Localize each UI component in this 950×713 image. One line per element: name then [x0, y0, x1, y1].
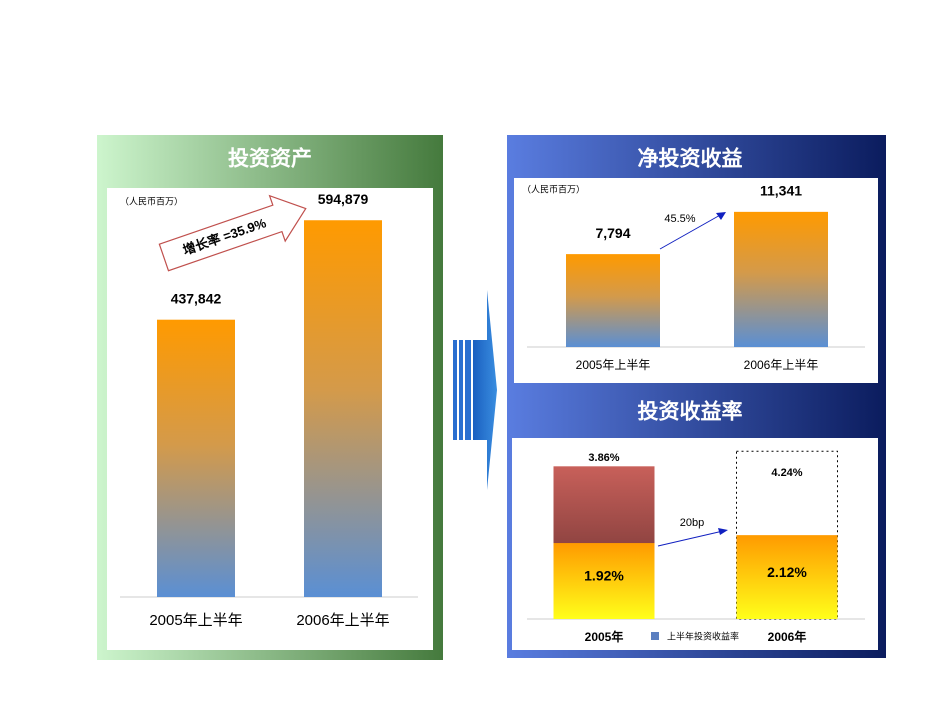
x-tick-label: 2005年 [585, 629, 624, 644]
value-label: 437,842 [171, 290, 222, 306]
unit-label: （人民币百万） [522, 184, 585, 194]
change-arrow [659, 213, 723, 250]
projected-total-box [736, 450, 838, 620]
value-label: 594,879 [318, 191, 369, 207]
bar [304, 220, 382, 598]
change-arrow [657, 530, 724, 547]
x-tick-label: 2006年上半年 [296, 612, 389, 629]
total-label: 3.86% [588, 452, 619, 464]
bar-segment [736, 535, 838, 619]
x-tick-label: 2005年上半年 [576, 358, 651, 372]
change-annotation: 45.5% [664, 213, 695, 225]
chart-title: 投资资产 [228, 147, 312, 171]
legend-swatch [651, 632, 659, 640]
value-label: 7,794 [595, 225, 630, 241]
x-tick-label: 2006年上半年 [744, 358, 819, 372]
value-label: 2.12% [767, 564, 807, 580]
chart-title: 净投资收益 [638, 147, 743, 171]
value-label: 11,341 [760, 183, 802, 199]
unit-label: （人民币百万） [120, 196, 183, 206]
total-label: 4.24% [771, 467, 802, 479]
change-annotation: 20bp [680, 517, 704, 529]
x-tick-label: 2005年上半年 [149, 612, 242, 629]
legend-label: 上半年投资收益率 [667, 630, 739, 641]
x-tick-label: 2006年 [768, 629, 807, 644]
bar [734, 211, 828, 347]
bar [157, 319, 235, 597]
chart-title: 投资收益率 [638, 400, 743, 424]
bar-segment [553, 543, 655, 619]
change-arrow-head [716, 212, 726, 220]
change-arrow-head [718, 528, 728, 535]
bar [566, 254, 660, 347]
growth-arrow-shape [158, 194, 307, 272]
transition-arrow [453, 290, 497, 490]
value-label: 1.92% [584, 568, 624, 584]
left-plot-area [107, 188, 433, 650]
